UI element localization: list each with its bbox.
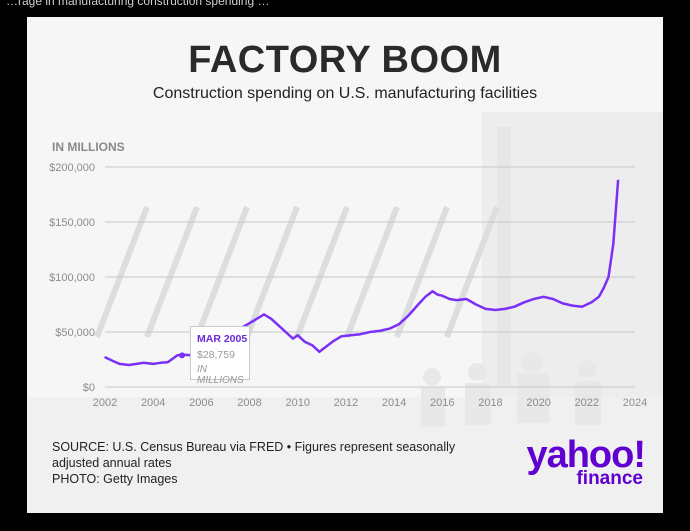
yahoo-finance-logo[interactable]: yahoo! finance [521,435,649,489]
x-tick-label: 2014 [382,397,406,409]
y-tick-label: $50,000 [55,327,95,339]
photo-credit: PHOTO: Getty Images [52,472,178,486]
data-point [398,323,400,326]
data-point [612,243,615,245]
data-point [602,287,605,289]
x-tick-label: 2010 [285,397,309,409]
data-point [349,334,352,337]
data-point [465,298,468,300]
chart-subtitle: Construction spending on U.S. manufactur… [152,85,538,102]
data-point [188,354,191,356]
data-point [590,301,593,304]
data-point [255,318,258,320]
data-point [523,301,525,304]
data-point [333,340,335,342]
logo-finance: finance [576,468,643,489]
y-tick-label: $200,000 [49,162,95,174]
data-point [292,337,294,340]
y-axis-unit-label: IN MILLIONS [52,140,125,154]
data-point [118,363,121,365]
data-point [431,290,434,293]
data-point [318,351,321,353]
x-tick-label: 2002 [93,397,117,409]
line-chart: $0 $50,000 $100,000 $150,000 $200,000 2002 200… [49,162,647,409]
data-point [448,298,451,300]
y-tick-label: $0 [83,382,95,394]
data-point [533,298,535,300]
data-point [284,331,287,333]
data-point [359,333,362,336]
x-tick-label: 2016 [430,397,454,409]
data-point [571,304,574,307]
background-photo [27,17,663,513]
data-point [142,362,145,364]
series-line [104,180,620,367]
data-point [542,296,545,298]
x-tick-label: 2018 [478,397,502,409]
y-tick-label: $150,000 [49,217,95,229]
data-point [494,309,497,311]
x-tick-label: 2008 [237,397,261,409]
data-point [135,363,138,365]
data-point [340,335,342,338]
data-point [166,361,169,364]
infographic-card: FACTORY BOOM Construction spending on U.… [27,17,663,513]
data-point [176,354,179,357]
data-point [424,296,427,298]
data-point [296,334,299,337]
y-tick-label: $100,000 [49,272,95,284]
data-point [311,344,313,347]
data-point [561,302,564,305]
data-point [111,359,114,362]
chart-title: FACTORY BOOM [188,39,502,81]
source-note: SOURCE: U.S. Census Bureau via FRED • Fi… [52,439,502,487]
data-point [152,363,154,365]
annotation-unit: IN MILLIONS [197,364,244,386]
top-caption: …rage in manufacturing construction spen… [6,0,270,8]
data-point [455,299,458,301]
data-point [581,305,583,308]
data-point [277,324,280,327]
x-tick-label: 2004 [141,397,165,409]
data-point [270,318,273,320]
data-point [263,313,265,316]
data-point [128,364,130,366]
x-tick-label: 2024 [623,397,647,409]
data-point [104,356,106,359]
annotation-tooltip: MAR 2005 $28,759 IN MILLIONS [190,326,250,386]
data-point [504,308,506,310]
data-point [388,327,391,330]
data-point [441,294,444,297]
x-tick-label: 2022 [575,397,599,409]
data-point [159,362,162,364]
data-point [436,293,439,296]
data-point [325,345,328,348]
annotation-marker [179,352,186,359]
annotation-value: $28,759 [197,349,235,361]
data-point [417,303,419,306]
logo-yahoo: yahoo! [526,434,646,476]
x-tick-label: 2006 [189,397,213,409]
annotation-date: MAR 2005 [197,333,248,345]
data-point [475,303,477,306]
data-point [617,179,619,181]
data-point [607,276,610,278]
x-tick-label: 2012 [334,397,358,409]
data-point [304,341,306,343]
data-point [369,331,371,333]
data-point [248,322,251,325]
data-point [484,308,487,310]
data-point [513,305,516,308]
source-text: SOURCE: U.S. Census Bureau via FRED • Fi… [52,440,456,470]
data-point [378,330,381,332]
x-tick-label: 2020 [526,397,550,409]
data-point [552,298,554,300]
data-point [407,314,410,317]
data-point [598,296,600,298]
